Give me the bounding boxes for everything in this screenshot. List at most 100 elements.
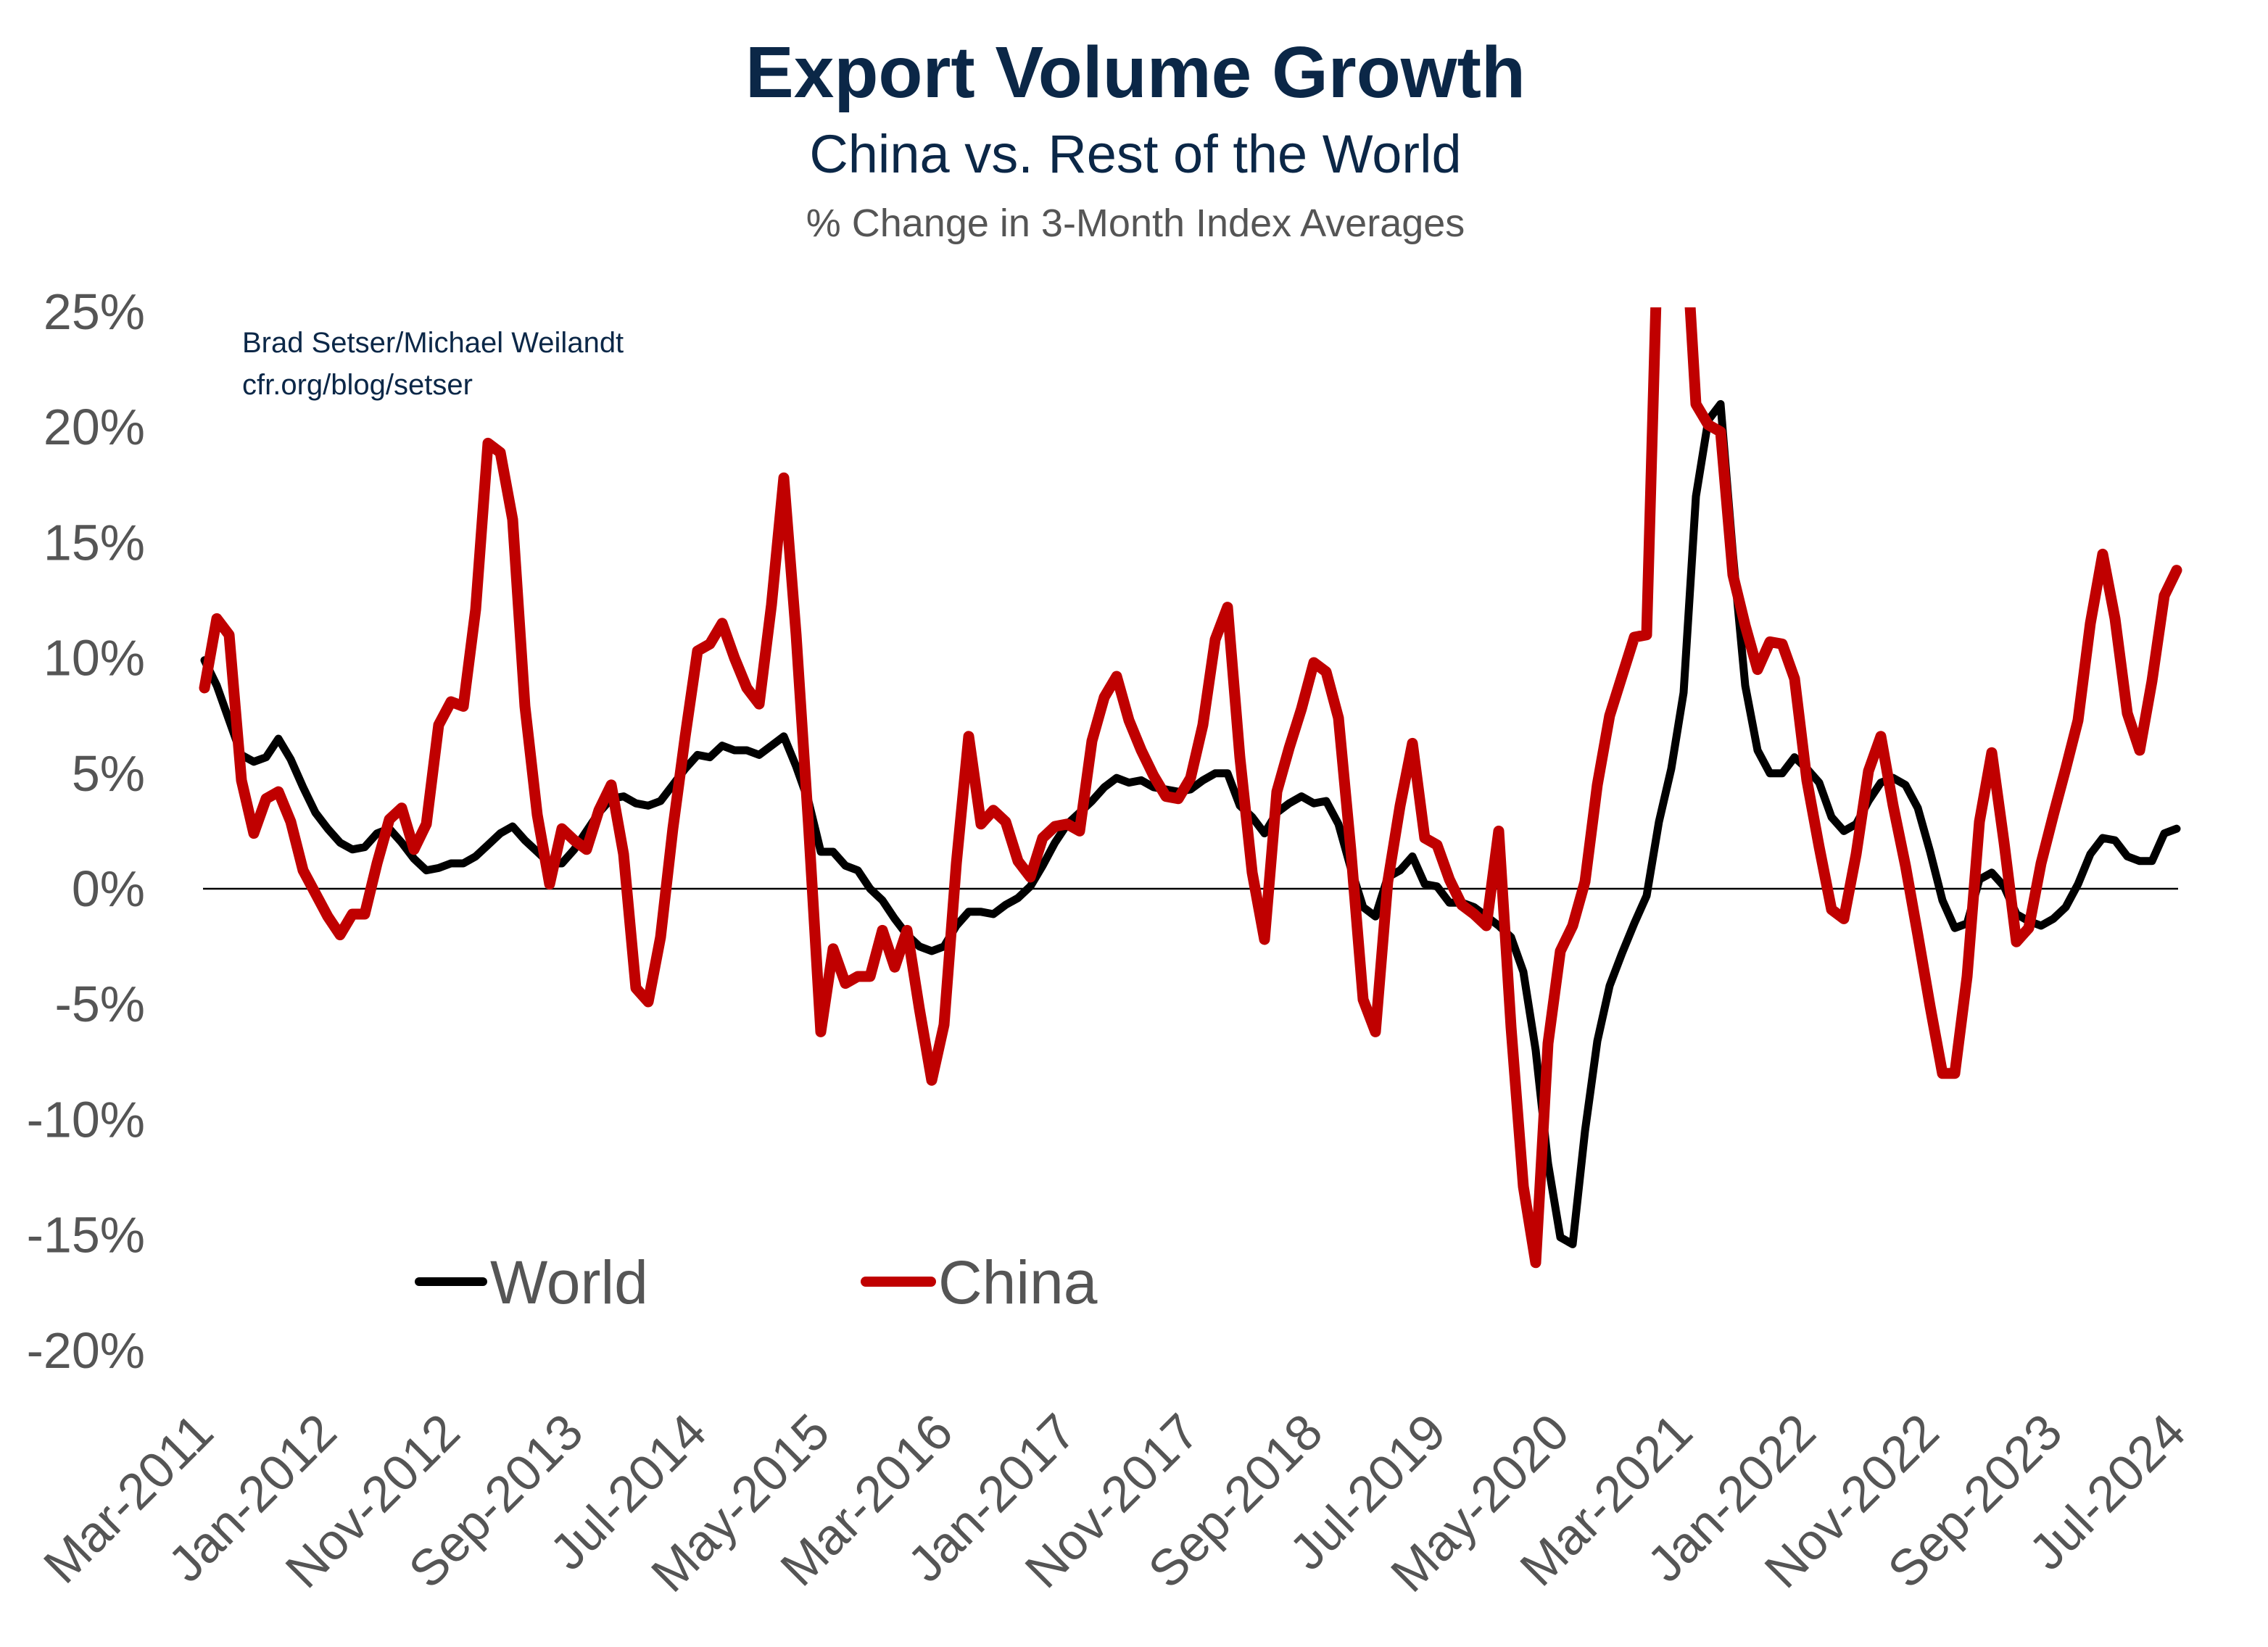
y-tick-label: 25% [44,283,145,340]
point-china [1831,909,1832,910]
point-china [2176,570,2177,571]
point-china [956,863,957,864]
point-china [1362,999,1364,1000]
point-china [1560,950,1561,952]
point-world [795,766,797,767]
point-china [1227,607,1228,608]
point-world [1338,824,1339,825]
point-china [993,810,994,811]
point-world [1017,897,1019,899]
point-world [265,757,267,758]
point-china [1683,196,1684,197]
point-world [2077,884,2079,885]
point-world [2151,860,2153,862]
point-world [1227,773,1228,774]
point-china [721,623,723,624]
point-world [635,802,637,804]
point-china [1769,641,1771,642]
point-world [1621,953,1623,954]
point-china [1005,821,1006,823]
point-china [808,824,809,825]
point-world [857,870,858,871]
line-china [199,307,2182,1269]
point-china [290,821,291,823]
point-world [832,851,834,852]
point-china [697,650,698,652]
y-tick-label: -10% [27,1091,145,1148]
point-world [1745,685,1746,686]
point-china [364,913,365,915]
point-world [463,863,464,864]
point-china [228,634,230,636]
point-china [1449,879,1450,880]
point-china [968,736,969,737]
point-china [1042,837,1043,839]
point-world [1843,830,1845,831]
point-china [1424,837,1425,839]
point-world [623,796,624,797]
point-world [278,738,279,739]
point-china [1178,798,1179,800]
line-world [200,399,2181,1248]
point-world [2114,839,2116,841]
point-china [2065,768,2066,769]
point-china [1658,196,1660,197]
y-tick-label: -20% [27,1322,145,1379]
point-china [241,779,242,781]
point-world [1929,851,1931,852]
series-china [199,196,2182,1269]
point-world [352,849,353,850]
point-world [993,913,994,915]
point-china [586,849,587,850]
point-china [906,929,908,931]
point-china [2102,553,2103,555]
point-world [1818,782,1820,784]
point-world [758,754,760,755]
point-china [1498,830,1499,831]
point-china [1584,881,1586,882]
y-tick-label: -5% [55,976,145,1032]
x-axis: Mar-2011Jan-2012Nov-2012Sep-2013Jul-2014… [33,1403,2195,1602]
point-world [302,787,304,788]
point-china [1141,750,1142,751]
point-china [795,634,797,636]
point-world [1769,773,1771,774]
point-china [980,824,982,825]
point-world [1301,796,1302,797]
point-world [1449,902,1450,903]
point-china [438,724,439,726]
point-china [1436,845,1438,846]
point-china [450,701,452,702]
point-world [1362,906,1364,908]
point-world [660,800,661,802]
point-world [894,918,895,919]
point-world [647,805,649,806]
point-china [672,828,674,829]
point-world [364,847,365,848]
point-world [216,685,218,686]
point-china [253,833,254,834]
point-world [1720,403,1721,405]
point-world [524,839,526,841]
point-china [426,824,427,825]
point-china [647,1001,649,1003]
point-world [721,745,723,747]
point-china [1399,805,1401,806]
point-world [512,826,513,827]
point-china [1030,876,1031,878]
point-world [561,863,563,864]
point-china [1929,1005,1931,1007]
point-world [2065,906,2066,908]
point-china [2016,941,2017,942]
point-world [1609,985,1610,987]
point-world [820,851,821,852]
point-china [1350,849,1352,850]
point-world [438,867,439,868]
point-china [561,828,563,829]
point-china [1523,1186,1524,1187]
point-china [832,948,834,950]
point-world [1597,1040,1598,1042]
legend-world-label: World [490,1248,648,1316]
point-china [204,687,205,689]
point-world [783,736,785,737]
